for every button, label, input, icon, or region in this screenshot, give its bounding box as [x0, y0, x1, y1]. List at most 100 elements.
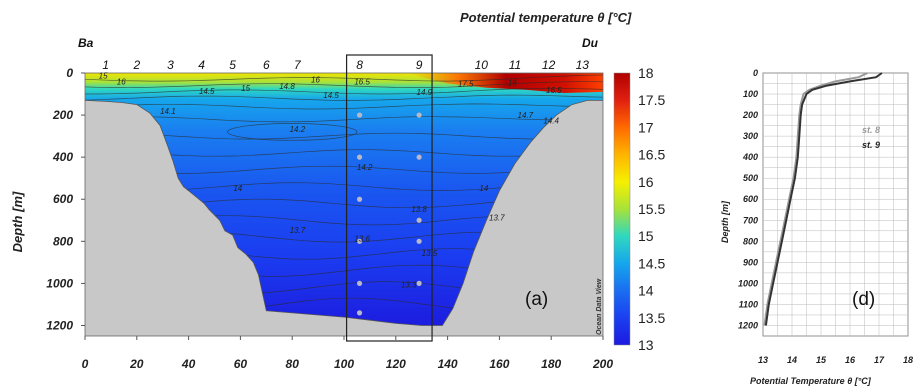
- profile-x-ticks: 13 14 15 16 17 18: [758, 355, 913, 365]
- y-tick-label: 400: [52, 150, 73, 164]
- colorbar-tick-label: 13.5: [638, 310, 665, 326]
- colorbar-tick-label: 16.5: [638, 147, 665, 163]
- contour-label: 13.7: [290, 226, 306, 235]
- station-label: 8: [356, 58, 363, 72]
- contour-label: 13.7: [489, 213, 505, 222]
- profile-y-tick-label: 700: [743, 215, 758, 225]
- isotherm-line: [85, 94, 603, 101]
- contour-label: 16: [311, 75, 320, 84]
- contour-label: 16: [117, 78, 126, 87]
- station-label: 12: [542, 58, 556, 72]
- colorbar-tick-label: 17: [638, 119, 654, 135]
- isotherm-line: [85, 116, 603, 123]
- station-label: 11: [509, 58, 521, 72]
- profile-x-tick-label: 13: [758, 355, 768, 365]
- profile-x-tick-label: 16: [845, 355, 856, 365]
- y-tick-label: 200: [52, 108, 73, 122]
- contour-label: 14.7: [518, 111, 534, 120]
- y-axis-title: Depth [m]: [10, 191, 25, 252]
- y-tick-label: 1000: [46, 276, 73, 290]
- isotherm-line: [85, 81, 603, 88]
- colorbar-tick-label: 15: [638, 228, 654, 244]
- sample-dot: [356, 280, 363, 286]
- contour-label: 14.2: [290, 125, 306, 134]
- profile-y-tick-label: 500: [743, 173, 758, 183]
- profile-y-tick-label: 1000: [738, 278, 758, 288]
- sample-dot: [356, 154, 363, 160]
- x-tick-label: 0: [82, 357, 89, 371]
- profile-y-tick-label: 1100: [739, 299, 758, 309]
- colorbar-title: Potential temperature θ [°C]: [460, 10, 632, 25]
- sample-dot: [416, 217, 422, 223]
- station-label: 7: [294, 58, 302, 72]
- x-tick-label: 120: [386, 357, 406, 371]
- profile-y-tick-label: 300: [743, 131, 758, 141]
- y-tick-label: 800: [53, 234, 73, 248]
- x-tick-label: 40: [181, 357, 196, 371]
- profile-series: [763, 72, 883, 326]
- isotherm-line: [85, 132, 603, 140]
- x-tick-label: 180: [541, 357, 561, 371]
- stations-8-9-highlight-box: [345, 54, 433, 342]
- isotherm-line: [85, 88, 603, 95]
- contour-label: 13.6: [354, 234, 370, 243]
- profile-y-tick-label: 1200: [738, 320, 758, 330]
- contour-label: 14.4: [543, 116, 559, 125]
- colorbar-tick-label: 18: [638, 65, 654, 81]
- contour-label: 14.1: [160, 107, 176, 116]
- colorbar-tick-label: 14: [638, 283, 654, 299]
- colorbar-tick-label: 14.5: [638, 255, 665, 271]
- contour-label: 14: [479, 184, 488, 193]
- sample-dot: [416, 154, 422, 160]
- y-tick-label: 600: [53, 192, 73, 206]
- colorbar-tick-label: 16: [638, 174, 654, 190]
- sample-dot: [356, 310, 363, 316]
- isotherm-line: [85, 74, 603, 82]
- colorbar: Potential temperature θ [°C] 18 17.5 17 16.…: [460, 10, 665, 353]
- profile-panel: 13 14 15 16 17 18 0 100 200 300 400 500 600 700 800 90…: [720, 68, 913, 386]
- right-endpoint-label: Du: [582, 36, 599, 50]
- isotherm-line: [85, 103, 603, 110]
- station-labels: 1 2 3 4 5 6 7 8 9 10 11 12 13: [102, 58, 589, 72]
- x-tick-label: 20: [129, 357, 144, 371]
- profile-line: [764, 72, 883, 326]
- sample-dot: [416, 280, 422, 286]
- profile-y-tick-label: 800: [743, 236, 758, 246]
- isotherm-line: [85, 149, 603, 157]
- profile-x-tick-label: 15: [816, 355, 827, 365]
- profile-x-tick-label: 18: [903, 355, 913, 365]
- station-label: 13: [576, 58, 590, 72]
- profile-legend: st. 8 st. 9: [862, 125, 880, 150]
- colorbar-ticks: 18 17.5 17 16.5 16 15.5 15 14.5 14 13.5 13: [638, 65, 665, 353]
- profile-y-tick-label: 400: [742, 152, 758, 162]
- profile-y-tick-label: 200: [742, 110, 758, 120]
- sample-dot: [416, 238, 422, 244]
- colorbar-tick-label: 15.5: [638, 201, 665, 217]
- sample-dot: [356, 112, 363, 118]
- contour-label: 17.5: [458, 80, 474, 89]
- contour-label: 14.2: [357, 163, 373, 172]
- x-tick-label: 200: [592, 357, 613, 371]
- y-tick-label: 0: [66, 66, 73, 80]
- sample-points: [356, 112, 422, 316]
- station-label: 9: [416, 58, 423, 72]
- profile-y-tick-label: 0: [753, 68, 758, 78]
- contour-label: 16: [508, 79, 517, 88]
- station-label: 2: [132, 58, 140, 72]
- panel-label-a: (a): [525, 289, 548, 310]
- y-axis-ticks: 0 200 400 600 800 1000 1200: [46, 66, 85, 332]
- x-tick-label: 140: [438, 357, 458, 371]
- contour-label: 13.3: [401, 281, 417, 290]
- station-label: 1: [102, 58, 109, 72]
- x-tick-label: 100: [334, 357, 354, 371]
- contour-label: 13.5: [422, 249, 438, 258]
- bottom-profile: [84, 100, 603, 326]
- panel-label-d: (d): [852, 289, 875, 310]
- contour-label: 15: [241, 84, 250, 93]
- profile-y-ticks: 0 100 200 300 400 500 600 700 800 900 1000 1100 1200: [738, 68, 758, 330]
- colorbar-tick-label: 13: [638, 337, 654, 353]
- sample-dot: [356, 196, 363, 202]
